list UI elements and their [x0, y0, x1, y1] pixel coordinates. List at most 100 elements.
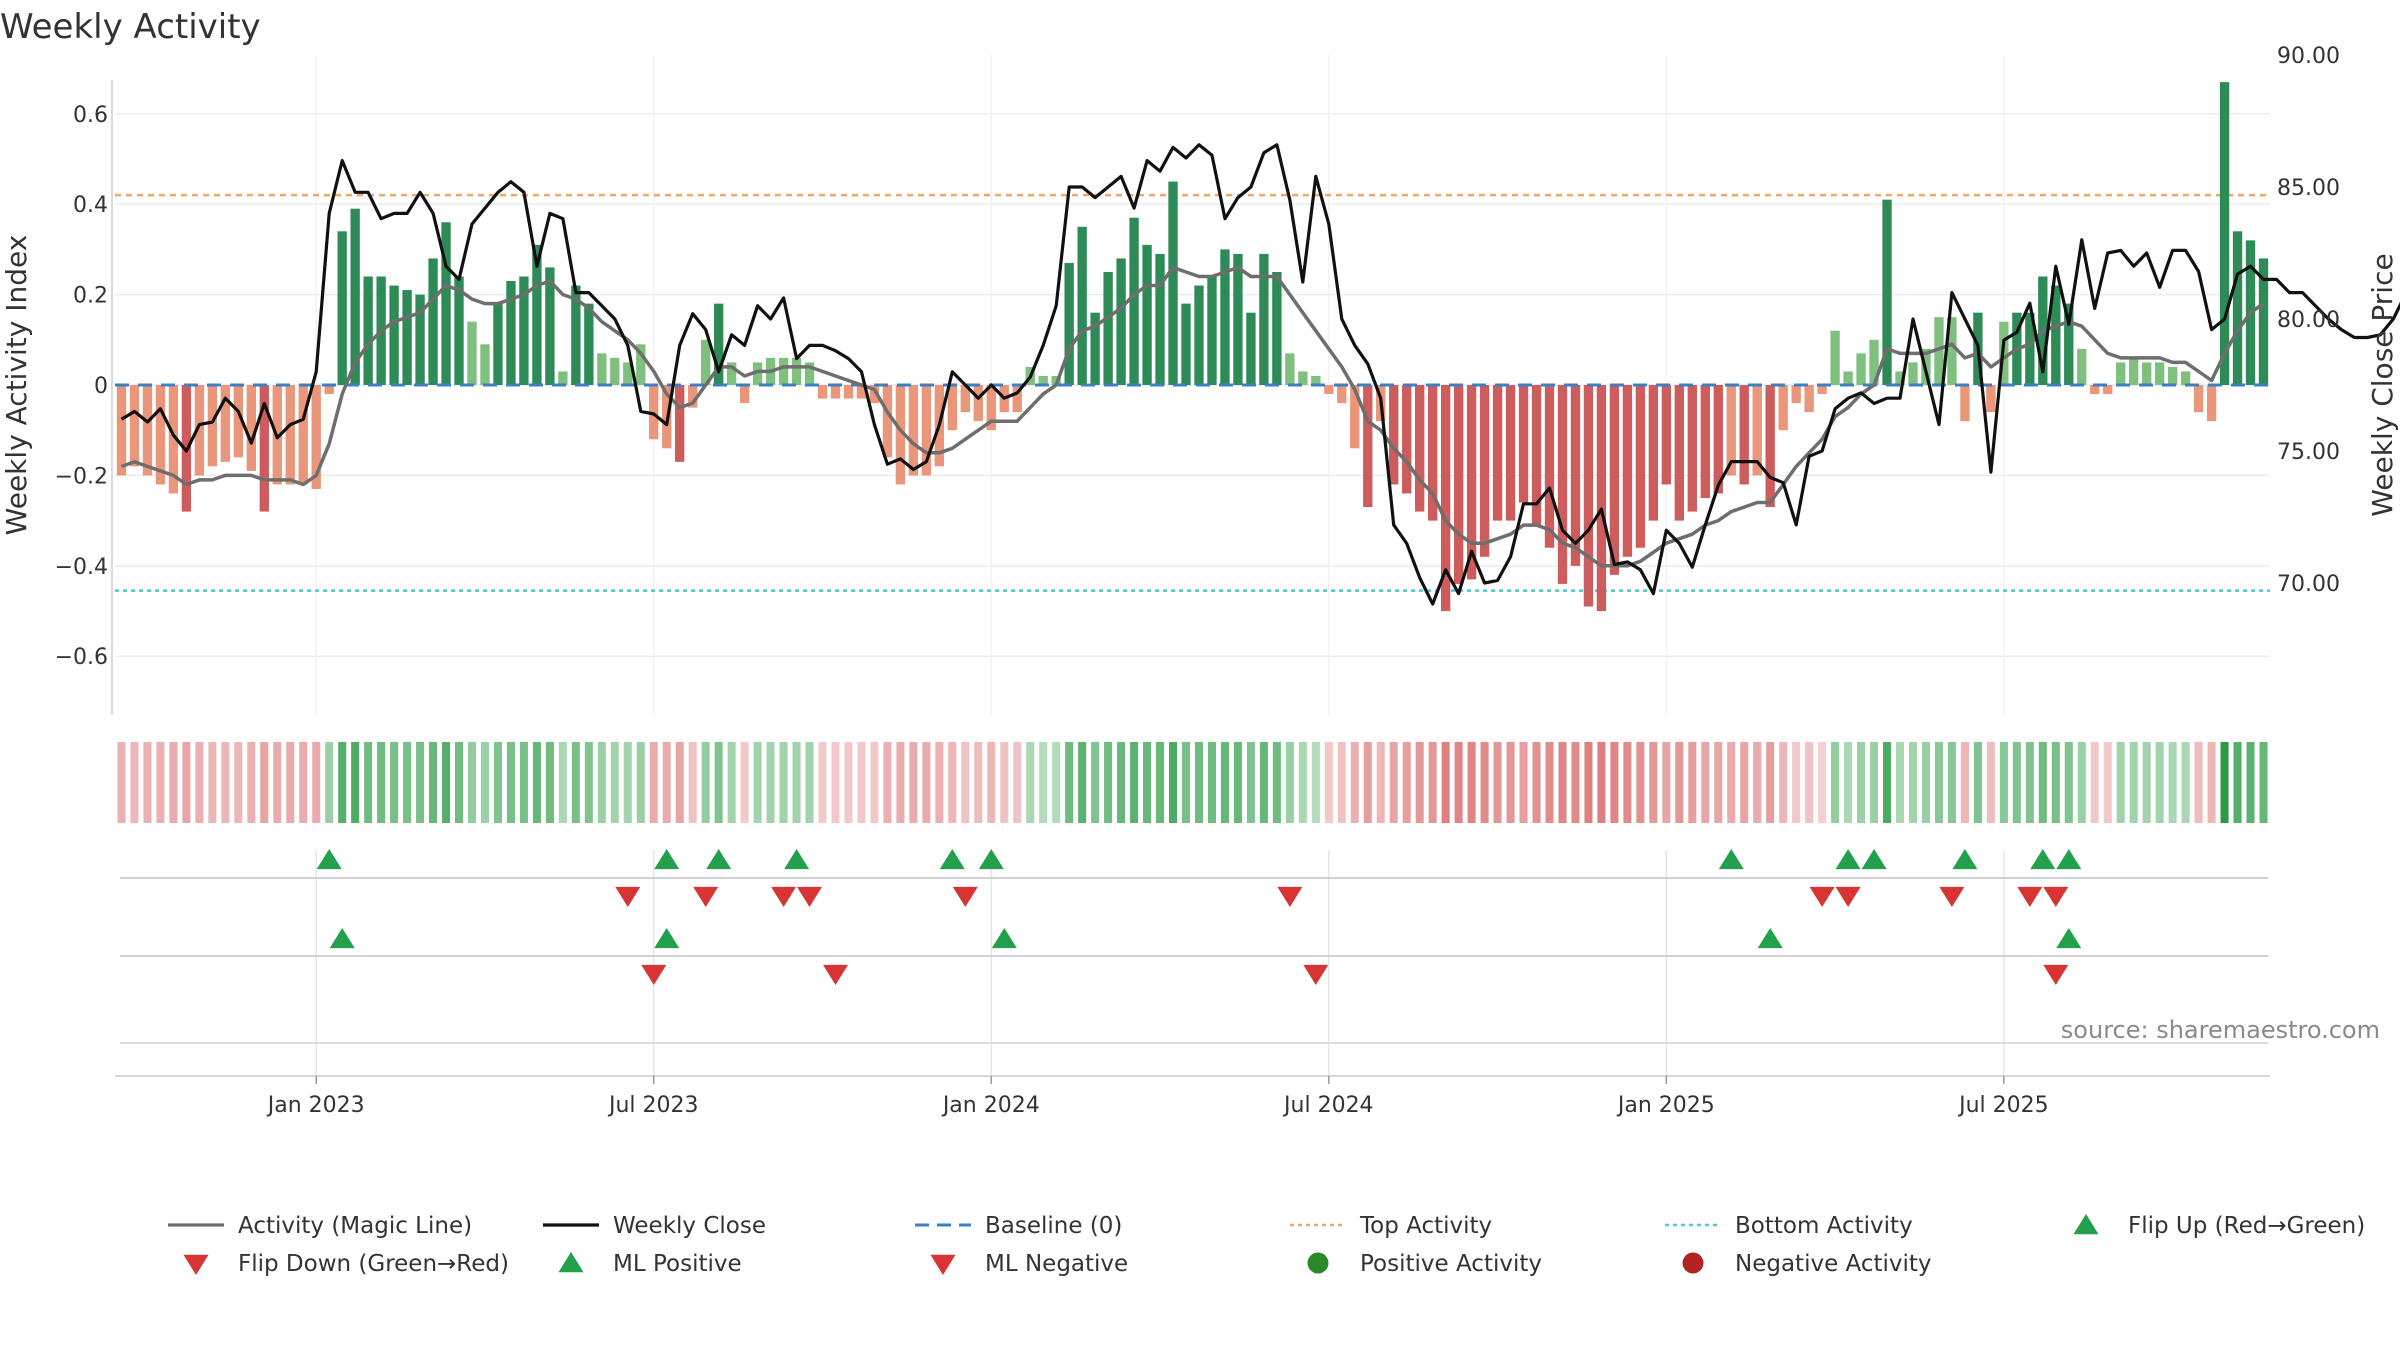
heat-cell — [480, 742, 490, 823]
heat-cell — [948, 742, 957, 823]
heat-cell — [935, 742, 944, 823]
y-tick-label: −0.6 — [55, 645, 108, 670]
heat-cell — [195, 742, 204, 823]
y2-tick-label: 90.00 — [2277, 44, 2340, 69]
heat-cell — [1662, 742, 1671, 823]
activity-bar — [1908, 362, 1918, 385]
activity-bar — [1726, 385, 1736, 476]
ml-negative-marker — [641, 964, 667, 985]
heat-cell — [2064, 742, 2073, 823]
legend-item: Flip Down (Green→Red) — [183, 1251, 509, 1277]
activity-bar — [2116, 362, 2126, 385]
legend-swatch — [1307, 1252, 1329, 1274]
y-tick-label: 0.2 — [73, 284, 108, 309]
activity-bar — [142, 385, 153, 476]
activity-bar — [363, 276, 373, 385]
legend-label: Bottom Activity — [1735, 1213, 1913, 1239]
heat-cell — [1117, 742, 1126, 823]
activity-bar — [778, 357, 789, 385]
activity-bar — [1791, 385, 1801, 404]
heat-cell — [961, 742, 970, 823]
legend: Activity (Magic Line) Weekly Close Baselin… — [168, 1213, 2365, 1277]
activity-bar — [1830, 330, 1840, 385]
heat-cell — [1428, 742, 1437, 823]
heat-cell — [2142, 742, 2151, 823]
heat-cell — [701, 742, 710, 823]
activity-bar — [649, 385, 659, 440]
heat-cell — [208, 742, 217, 823]
heat-cell — [1753, 742, 1762, 823]
activity-bar — [259, 385, 269, 512]
activity-bar — [298, 385, 308, 485]
flip-down-marker — [1277, 886, 1303, 907]
activity-bar — [1259, 253, 1269, 385]
activity-bar — [1311, 375, 1321, 385]
heat-cell — [519, 742, 528, 823]
heat-cell — [584, 742, 593, 823]
activity-bar — [1986, 385, 1996, 413]
heat-cell — [636, 742, 645, 823]
heat-cell — [623, 742, 632, 823]
heat-cell — [442, 742, 451, 823]
ml-negative-marker — [823, 964, 848, 985]
activity-bar — [739, 385, 750, 404]
activity-bar — [428, 258, 438, 385]
activity-bar — [1064, 262, 1074, 385]
heat-cell — [779, 742, 788, 823]
heat-cell — [1441, 742, 1450, 823]
y-axis-right: 90.00 85.00 80.00 75.00 70.00 — [2277, 44, 2340, 597]
activity-bar — [155, 385, 166, 485]
heat-cell — [1818, 742, 1827, 823]
legend-item: Weekly Close — [543, 1213, 766, 1239]
flip-up-marker — [784, 849, 810, 870]
heat-cell — [532, 742, 541, 823]
activity-bar — [1661, 385, 1672, 485]
activity-bar — [1635, 385, 1646, 548]
heat-cell — [182, 742, 191, 823]
legend-item: Positive Activity — [1307, 1251, 1542, 1277]
activity-bar — [1285, 353, 1295, 385]
legend-item: Top Activity — [1290, 1213, 1492, 1239]
activity-heat-strip — [117, 742, 2268, 823]
activity-bar — [467, 321, 477, 385]
activity-bar — [1479, 385, 1490, 557]
activity-bar — [2193, 385, 2204, 413]
legend-label: Flip Up (Red→Green) — [2128, 1213, 2365, 1239]
ml-negative-marker — [2043, 964, 2069, 985]
heat-cell — [1701, 742, 1710, 823]
activity-bar — [2232, 231, 2243, 385]
heat-cell — [1350, 742, 1359, 823]
activity-bar — [1090, 312, 1100, 385]
activity-bar — [2167, 366, 2178, 385]
heat-cell — [649, 742, 658, 823]
heat-cell — [1921, 742, 1931, 823]
activity-bar — [960, 385, 970, 413]
heat-cell — [2207, 742, 2216, 823]
heat-cell — [1078, 742, 1087, 823]
activity-bar — [1337, 385, 1347, 404]
legend-item: Bottom Activity — [1665, 1213, 1913, 1239]
vertical-gridlines — [315, 55, 2005, 1075]
heat-cell — [1688, 742, 1697, 823]
flip-up-marker — [316, 849, 342, 870]
heat-cell — [1597, 742, 1606, 823]
weekly-close-series — [120, 143, 2400, 606]
activity-bar — [506, 281, 516, 385]
legend-swatch — [2073, 1214, 2099, 1235]
activity-bar — [2090, 385, 2100, 395]
activity-bar — [1492, 385, 1503, 521]
activity-bar — [1427, 385, 1438, 521]
activity-bar — [986, 385, 996, 431]
activity-bar — [233, 385, 244, 458]
activity-bar — [1298, 371, 1308, 385]
heat-cell — [688, 742, 697, 823]
activity-bar — [116, 385, 127, 476]
heat-cell — [818, 742, 827, 823]
y-axis-title: Weekly Activity Index — [0, 235, 33, 536]
activity-bar — [804, 362, 815, 385]
heat-cell — [1519, 742, 1528, 823]
heat-cell — [260, 742, 269, 823]
heat-cell — [1947, 742, 1956, 823]
heat-cell — [1454, 742, 1463, 823]
